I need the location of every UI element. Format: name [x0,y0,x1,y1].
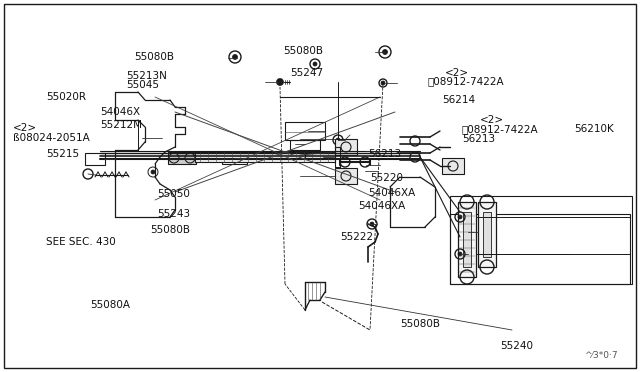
Text: ⓝ08912-7422A: ⓝ08912-7422A [428,76,504,86]
Text: ⓝ08912-7422A: ⓝ08912-7422A [462,125,539,134]
Text: 55220: 55220 [370,173,403,183]
Circle shape [151,170,155,174]
Text: 56213: 56213 [462,135,495,144]
Text: 56210K: 56210K [574,125,614,134]
Circle shape [313,62,317,66]
Text: 55080B: 55080B [283,46,323,56]
Text: 55212M: 55212M [100,120,142,129]
Bar [290,140,320,150]
Text: SEE SEC. 430: SEE SEC. 430 [46,237,116,247]
Circle shape [276,78,284,86]
Text: <2>: <2> [480,115,504,125]
Text: <2>: <2> [445,68,469,77]
Circle shape [336,138,340,142]
Bar [458,202,476,277]
Text: 55240: 55240 [500,341,533,351]
Text: 54046XA: 54046XA [368,189,415,198]
Bar [442,158,464,174]
Bar [285,122,325,140]
Circle shape [458,252,462,256]
Text: 55045: 55045 [126,80,159,90]
Text: 56214: 56214 [442,95,475,105]
Text: 55243: 55243 [157,209,190,219]
Text: 55215: 55215 [46,149,79,159]
Text: 55020R: 55020R [46,92,86,102]
Bar [463,212,471,267]
Text: ^⁄3*0·7: ^⁄3*0·7 [584,351,618,360]
Bar [483,212,491,257]
Text: 55050: 55050 [157,189,190,199]
Bar [168,152,196,164]
Circle shape [370,222,374,226]
Bar [85,153,105,165]
Bar [450,196,632,284]
Circle shape [232,55,237,60]
Circle shape [381,81,385,85]
Text: 54046X: 54046X [100,107,140,116]
Bar [222,152,247,164]
Text: ß08024-2051A: ß08024-2051A [13,133,90,142]
Text: 55080A: 55080A [90,300,130,310]
Bar [335,139,357,155]
Bar [450,214,630,284]
Text: 55247: 55247 [290,68,323,78]
Text: 55080B: 55080B [150,225,190,235]
Bar [195,152,335,162]
Circle shape [383,49,387,55]
Bar [335,168,357,184]
Text: 55080B: 55080B [134,52,174,62]
Circle shape [458,215,462,219]
Text: 54046XA: 54046XA [358,201,405,211]
Text: 55213N: 55213N [126,71,167,81]
Bar [478,202,496,267]
Text: 56213: 56213 [368,149,401,159]
Text: 55222: 55222 [340,232,373,242]
Text: <2>: <2> [13,124,37,133]
Text: 55080B: 55080B [400,319,440,328]
